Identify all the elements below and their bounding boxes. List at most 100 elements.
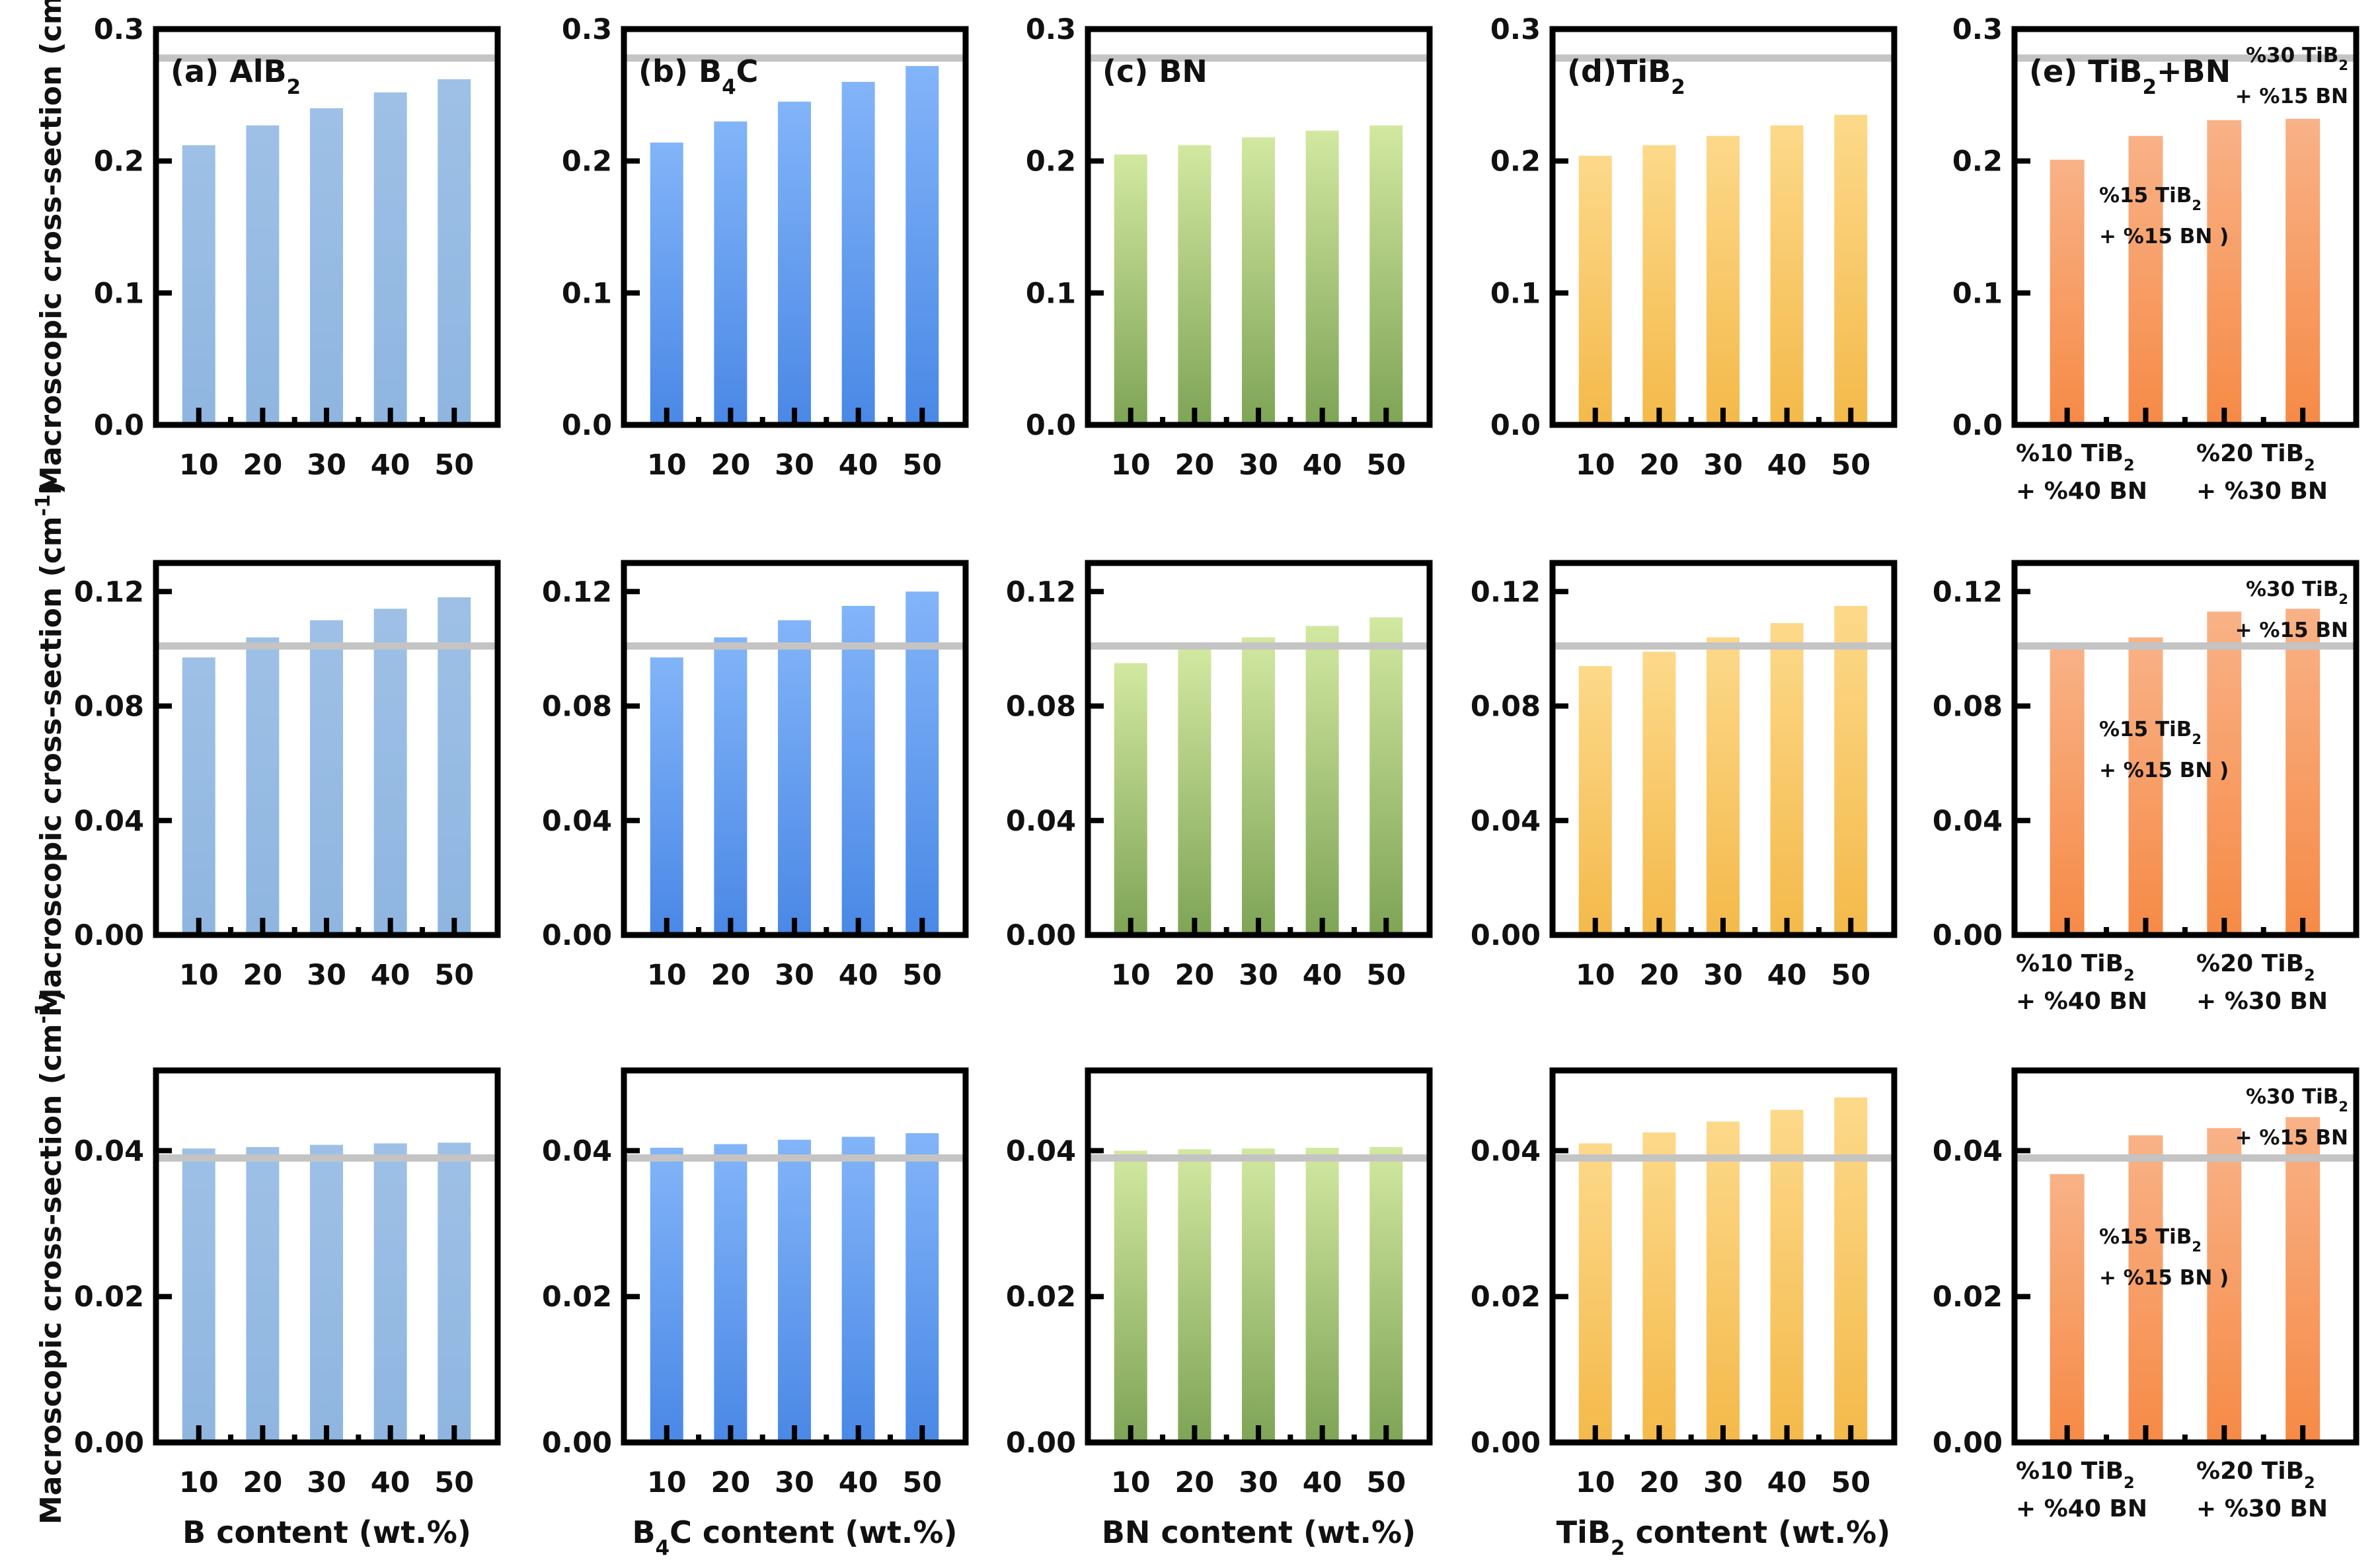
- x-tick-label: 30: [1703, 1466, 1743, 1499]
- annotation-line2: + %15 BN: [2235, 1126, 2348, 1150]
- y-tick-label: 0.12: [1471, 576, 1541, 609]
- bar: [778, 101, 812, 426]
- annotation-line1: %15 TiB2: [2099, 184, 2202, 213]
- x-tick-label: 40: [839, 959, 878, 992]
- y-tick-label: 0.0: [1490, 409, 1541, 442]
- panel-label: (a) AlB2: [171, 54, 301, 99]
- annotation-line1: %30 TiB2: [2246, 578, 2348, 607]
- bar: [2285, 1117, 2321, 1442]
- bar: [778, 1139, 812, 1442]
- x-tick-label: 20: [1639, 1466, 1679, 1499]
- x-tick-label: 30: [307, 449, 346, 482]
- panel-label: (e) TiB2+BN: [2029, 54, 2231, 99]
- x-tick-label: 40: [1303, 959, 1342, 992]
- y-tick-label: 0.1: [1952, 277, 2003, 310]
- x-tick-label: 20: [243, 959, 282, 992]
- y-tick-label: 0.08: [74, 691, 144, 724]
- panel-r1c3: 0.00 0.04 0.08 0.12 10 20 30 40 50: [1471, 560, 1898, 992]
- x-tick-label: 40: [1767, 449, 1807, 482]
- bar: [373, 1143, 407, 1442]
- category-label-line1: %10 TiB2: [2016, 1458, 2135, 1492]
- category-label-line1: %20 TiB2: [2196, 440, 2315, 474]
- bar: [2128, 135, 2163, 426]
- panel-r2c3: 0.00 0.02 0.04 10 20 30 40 50 TiB2 content (wt.%…: [1471, 1067, 1898, 1560]
- bar: [1834, 605, 1868, 935]
- x-tick-label: 30: [775, 959, 814, 992]
- bar: [714, 121, 748, 425]
- bar: [778, 620, 812, 935]
- bar: [1242, 1148, 1276, 1442]
- panel-label: (c) BN: [1102, 54, 1208, 89]
- bar: [1770, 622, 1804, 935]
- x-tick-label: 20: [243, 1466, 282, 1499]
- bar: [2207, 611, 2242, 935]
- x-tick-label: 10: [1111, 1466, 1151, 1499]
- x-tick-label: 20: [710, 449, 750, 482]
- x-tick-label: 10: [647, 449, 687, 482]
- bar: [1707, 637, 1740, 935]
- panel-r0c0: 0.0 0.1 0.2 0.3 10 20 30 40 50 (a) AlB2 Macroscopi…: [34, 0, 501, 495]
- y-tick-label: 0.04: [542, 1135, 612, 1168]
- bar: [1114, 663, 1147, 935]
- y-tick-label: 0.00: [542, 1427, 612, 1460]
- x-tick-label: 20: [710, 959, 750, 992]
- x-tick-label: 10: [1111, 959, 1151, 992]
- panel-label: (b) B4C: [638, 54, 758, 99]
- x-tick-label: 20: [1174, 1466, 1214, 1499]
- annotation-line2: + %15 BN: [2235, 618, 2348, 642]
- category-label-line2: + %30 BN: [2196, 988, 2328, 1015]
- bar: [182, 657, 215, 935]
- y-tick-label: 0.04: [542, 805, 612, 838]
- x-tick-label: 50: [902, 1466, 942, 1499]
- bar: [1369, 125, 1403, 426]
- annotation-line1: %30 TiB2: [2246, 44, 2348, 73]
- bar: [438, 79, 471, 425]
- panel-r1c0: 0.00 0.04 0.08 0.12 10 20 30 40 50 Macroscopic cr…: [32, 481, 501, 1017]
- y-tick-label: 0.12: [1933, 576, 2003, 609]
- bar: [1770, 1109, 1804, 1442]
- bar: [2207, 120, 2242, 425]
- bar: [438, 1142, 471, 1442]
- annotation-line1: %15 TiB2: [2099, 1225, 2202, 1255]
- x-tick-label: 10: [1576, 1466, 1615, 1499]
- bar: [2050, 159, 2085, 426]
- bar: [1578, 155, 1612, 425]
- panel-r1c1: 0.00 0.04 0.08 0.12 10 20 30 40 50: [542, 560, 969, 992]
- bar: [1707, 135, 1740, 426]
- y-tick-label: 0.00: [1933, 919, 2003, 952]
- annotation-line2: + %15 BN: [2235, 85, 2348, 108]
- bar: [1178, 648, 1211, 935]
- y-tick-label: 0.02: [74, 1281, 144, 1314]
- x-tick-label: 50: [1831, 959, 1870, 992]
- bar: [1242, 637, 1276, 935]
- x-axis-title: TiB2 content (wt.%): [1556, 1514, 1890, 1560]
- x-tick-label: 30: [775, 449, 814, 482]
- category-label-line1: %20 TiB2: [2196, 1458, 2315, 1492]
- y-tick-label: 0.12: [542, 576, 612, 609]
- annotation-line1: %15 TiB2: [2099, 718, 2202, 747]
- y-tick-label: 0.3: [562, 13, 612, 46]
- y-tick-label: 0.04: [1006, 1135, 1076, 1168]
- y-tick-label: 0.00: [1006, 919, 1076, 952]
- x-tick-label: 10: [647, 1466, 687, 1499]
- x-tick-label: 40: [1303, 449, 1342, 482]
- y-tick-label: 0.02: [1471, 1281, 1541, 1314]
- x-tick-label: 40: [371, 959, 410, 992]
- x-tick-label: 10: [647, 959, 687, 992]
- y-axis-title: Macroscopic cross-section (cm-1): [32, 481, 69, 1017]
- x-tick-label: 30: [1239, 1466, 1278, 1499]
- y-tick-label: 0.3: [94, 13, 144, 46]
- bar: [905, 65, 939, 425]
- bar: [2050, 1174, 2085, 1442]
- y-tick-label: 0.02: [1006, 1281, 1076, 1314]
- x-tick-label: 20: [1639, 959, 1679, 992]
- x-tick-label: 50: [434, 449, 474, 482]
- bar: [1114, 154, 1147, 425]
- bar: [1834, 1097, 1868, 1442]
- y-tick-label: 0.04: [1933, 805, 2003, 838]
- category-label-line2: + %30 BN: [2196, 478, 2328, 505]
- bar: [2285, 118, 2321, 426]
- y-tick-label: 0.0: [94, 409, 144, 442]
- bar: [841, 605, 875, 935]
- bar: [438, 597, 471, 935]
